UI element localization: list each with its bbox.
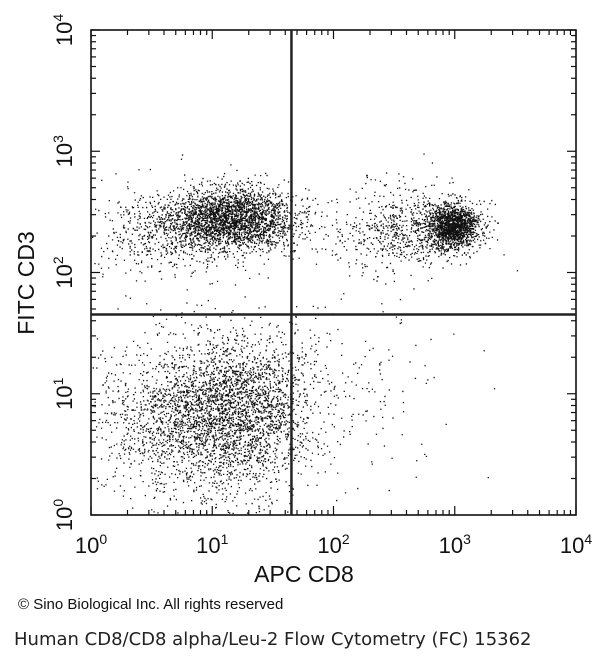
y-tick-label: 102 bbox=[50, 256, 77, 288]
copyright-notice: © Sino Biological Inc. All rights reserv… bbox=[18, 596, 284, 613]
x-tick-labels: 100 101 102 103 104 bbox=[75, 531, 592, 558]
y-tick-label: 100 bbox=[50, 499, 77, 531]
y-tick-labels: 100 101 102 103 104 bbox=[50, 14, 77, 531]
event-dots bbox=[92, 153, 519, 515]
plot-frame bbox=[90, 29, 577, 516]
x-tick-label: 102 bbox=[317, 531, 349, 558]
x-tick-label: 104 bbox=[560, 531, 592, 558]
figure-caption: Human CD8/CD8 alpha/Leu-2 Flow Cytometry… bbox=[14, 629, 532, 650]
x-tick-label: 101 bbox=[196, 531, 228, 558]
y-tick-label: 101 bbox=[50, 377, 77, 409]
y-tick-label: 103 bbox=[50, 135, 77, 167]
y-axis-label: FITC CD3 bbox=[13, 231, 39, 335]
scatter-points bbox=[92, 153, 519, 515]
x-tick-label: 103 bbox=[439, 531, 471, 558]
axis-ticks bbox=[90, 29, 577, 516]
x-tick-label: 100 bbox=[75, 531, 107, 558]
y-tick-label: 104 bbox=[50, 14, 77, 46]
x-axis-label: APC CD8 bbox=[254, 561, 354, 587]
